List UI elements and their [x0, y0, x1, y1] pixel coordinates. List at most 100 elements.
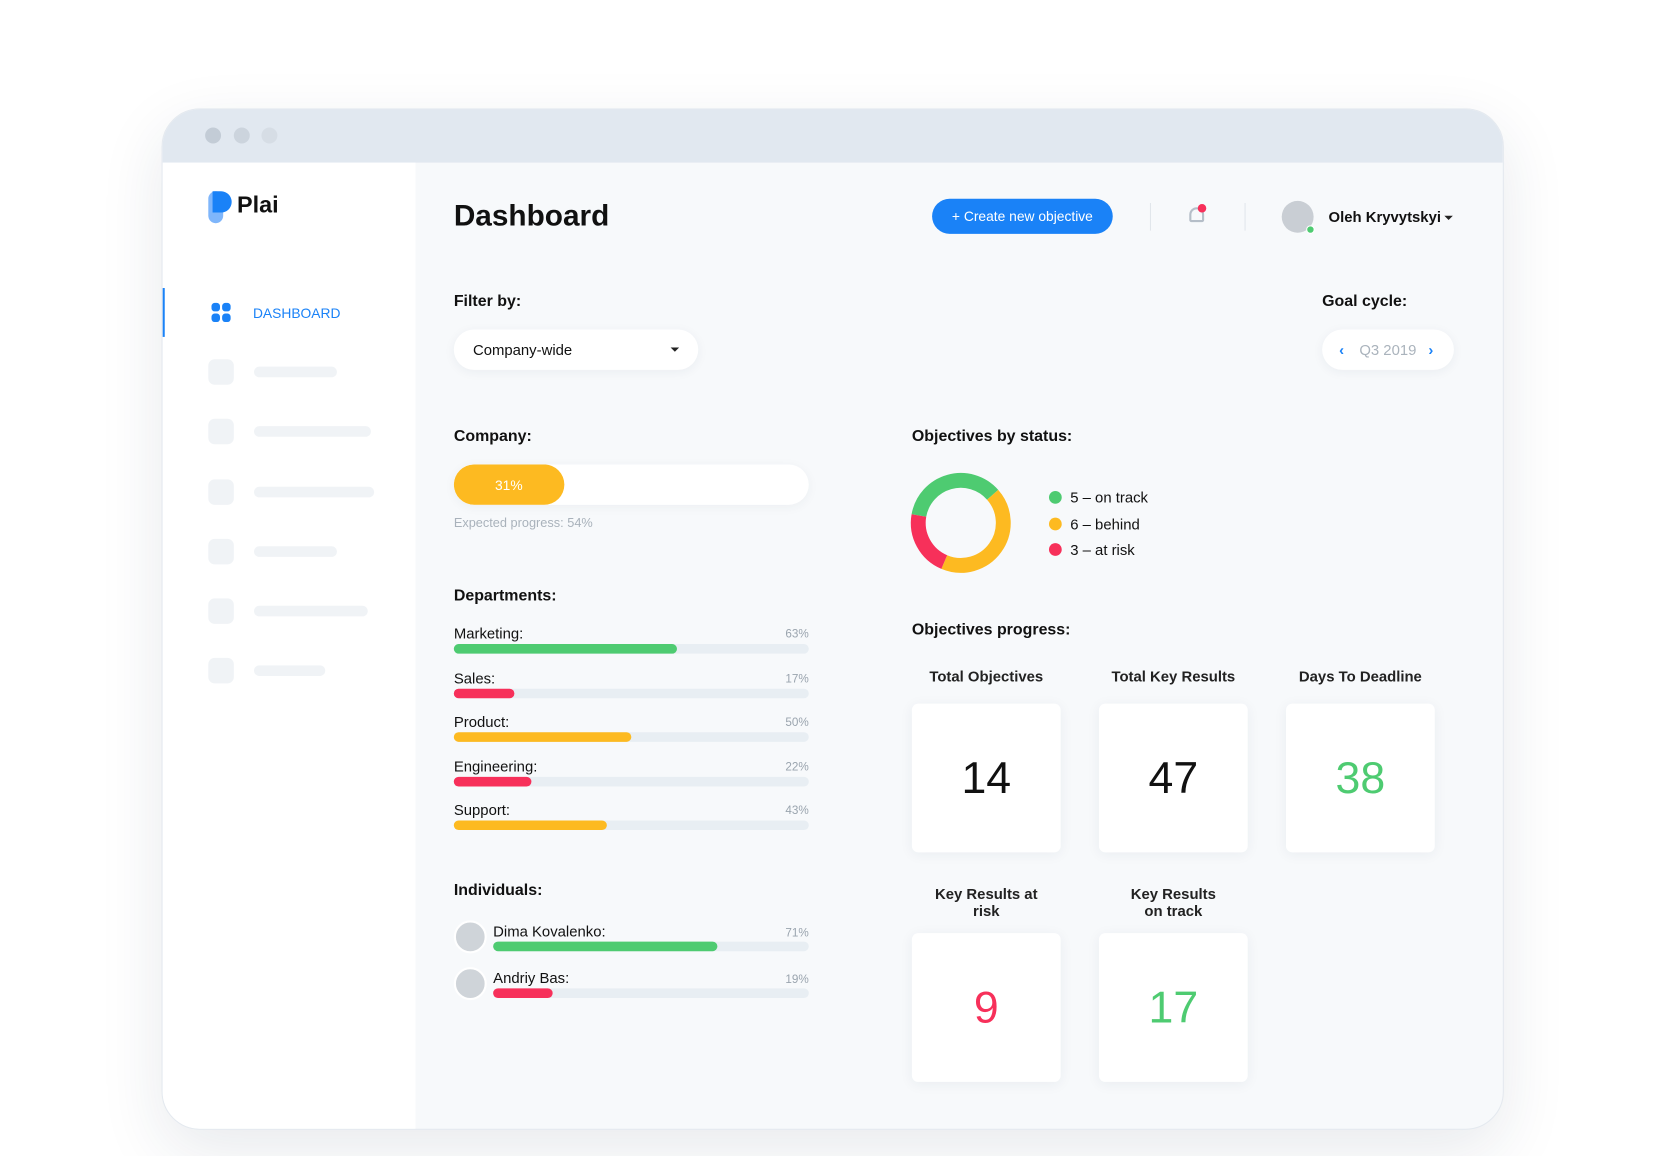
department-percent: 22%: [785, 760, 809, 774]
active-indicator: [162, 288, 165, 337]
nav-placeholder-text: [254, 665, 326, 676]
nav-item[interactable]: DASHBOARD: [252, 305, 341, 321]
divider: [1244, 202, 1246, 231]
card-label: Total Objectives: [929, 667, 1044, 685]
progress-track: [453, 820, 809, 831]
app-window: Plai DASHBOARD Dashboard + Create new obj…: [161, 108, 1504, 1130]
card-label: Key Results on track: [1130, 885, 1216, 920]
filter-label: Filter by:: [453, 292, 522, 311]
stat-card: 9: [911, 933, 1061, 1082]
person-name: Andriy Bas:: [493, 969, 570, 987]
card-label: Key Results at risk: [934, 885, 1038, 920]
department-name: Support:: [453, 801, 511, 819]
legend-dot: [1048, 543, 1062, 556]
stat-card: 14: [911, 703, 1061, 853]
department-percent: 43%: [785, 804, 809, 818]
goal-cycle-selector: ‹ Q3 2019 ›: [1322, 329, 1454, 370]
progress-track: [453, 688, 809, 698]
stat-card: 38: [1285, 703, 1435, 853]
department-percent: 17%: [785, 672, 809, 685]
bell-icon[interactable]: [1189, 207, 1205, 223]
progress-bar: [453, 820, 607, 831]
department-name: Engineering:: [453, 757, 538, 775]
next-button[interactable]: ›: [1428, 341, 1434, 359]
individuals-title: Individuals:: [453, 881, 543, 900]
window-dot: [261, 127, 278, 144]
user-name[interactable]: Oleh Kryvytskyi: [1328, 208, 1441, 226]
person-avatar: [453, 967, 487, 1001]
progress-track: [453, 776, 809, 786]
online-dot: [1306, 225, 1315, 234]
person-percent: 19%: [785, 973, 809, 987]
person-avatar: [453, 920, 487, 954]
company-progress-bar: 31%: [453, 464, 564, 505]
legend-dot: [1048, 517, 1062, 530]
nav-placeholder-icon: [208, 538, 234, 565]
stat-value: 9: [973, 982, 999, 1032]
progress-bar: [493, 988, 554, 998]
progress-bar: [453, 644, 678, 654]
progress-bar: [453, 688, 515, 698]
progress-bar: [453, 776, 532, 786]
donut-segment: [910, 514, 948, 569]
logo-mark: [212, 191, 232, 213]
legend-label: 5 – on track: [1070, 488, 1148, 506]
progress-track: [453, 732, 809, 742]
nav-placeholder-icon: [208, 418, 234, 445]
nav-placeholder-text: [254, 366, 337, 378]
prev-button[interactable]: ‹: [1339, 341, 1345, 359]
status-title: Objectives by status:: [911, 427, 1073, 446]
goal-cycle-value: Q3 2019: [1359, 341, 1417, 359]
stat-card: 47: [1098, 703, 1248, 853]
dashboard-icon: [211, 302, 231, 323]
nav-placeholder-text: [254, 426, 371, 437]
nav-placeholder-text: [254, 546, 337, 557]
nav-placeholder-icon: [208, 598, 234, 624]
department-percent: 50%: [785, 716, 809, 730]
window-dot: [205, 127, 222, 144]
stat-value: 47: [1148, 752, 1199, 803]
expected-progress: Expected progress: 54%: [453, 515, 593, 531]
nav-placeholder-icon: [208, 657, 234, 684]
divider: [1149, 202, 1152, 231]
card-label: Total Key Results: [1111, 667, 1236, 685]
company-title: Company:: [453, 427, 532, 446]
caret: [1444, 215, 1453, 220]
company-progress-label: 31%: [494, 477, 523, 494]
legend-label: 6 – behind: [1070, 514, 1140, 532]
filter-value: Company-wide: [472, 341, 573, 359]
department-name: Marketing:: [453, 624, 524, 642]
card-label: Days To Deadline: [1298, 667, 1422, 685]
person-percent: 71%: [785, 926, 809, 940]
department-name: Product:: [453, 713, 510, 731]
stat-value: 17: [1148, 982, 1199, 1032]
page-title: Dashboard: [453, 198, 610, 232]
status-donut: [910, 472, 1011, 573]
progress-track: [493, 988, 809, 998]
stat-card: 17: [1098, 933, 1248, 1082]
person-name: Dima Kovalenko:: [493, 922, 606, 940]
progress-bar: [493, 941, 718, 952]
nav-placeholder-icon: [208, 359, 234, 385]
stat-value: 14: [961, 752, 1012, 803]
donut-segment: [911, 472, 999, 518]
progress-title: Objectives progress:: [911, 620, 1071, 639]
sidebar: Plai DASHBOARD: [162, 162, 416, 1129]
donut-segment: [941, 489, 1011, 573]
progress-track: [453, 644, 809, 654]
nav-placeholder-text: [254, 605, 368, 617]
company-track: 31%: [453, 464, 809, 505]
dropdown-caret: [670, 347, 680, 352]
department-percent: 63%: [785, 628, 809, 641]
create-button[interactable]: + Create new objective: [932, 198, 1113, 234]
legend-dot: [1048, 491, 1062, 504]
filter-dropdown[interactable]: Company-wide: [453, 329, 699, 370]
window-dot: [233, 127, 250, 144]
department-name: Sales:: [453, 669, 496, 687]
progress-bar: [453, 732, 632, 742]
legend-label: 3 – at risk: [1070, 540, 1135, 558]
title-bar: [162, 109, 1503, 163]
nav-placeholder-icon: [208, 479, 234, 505]
